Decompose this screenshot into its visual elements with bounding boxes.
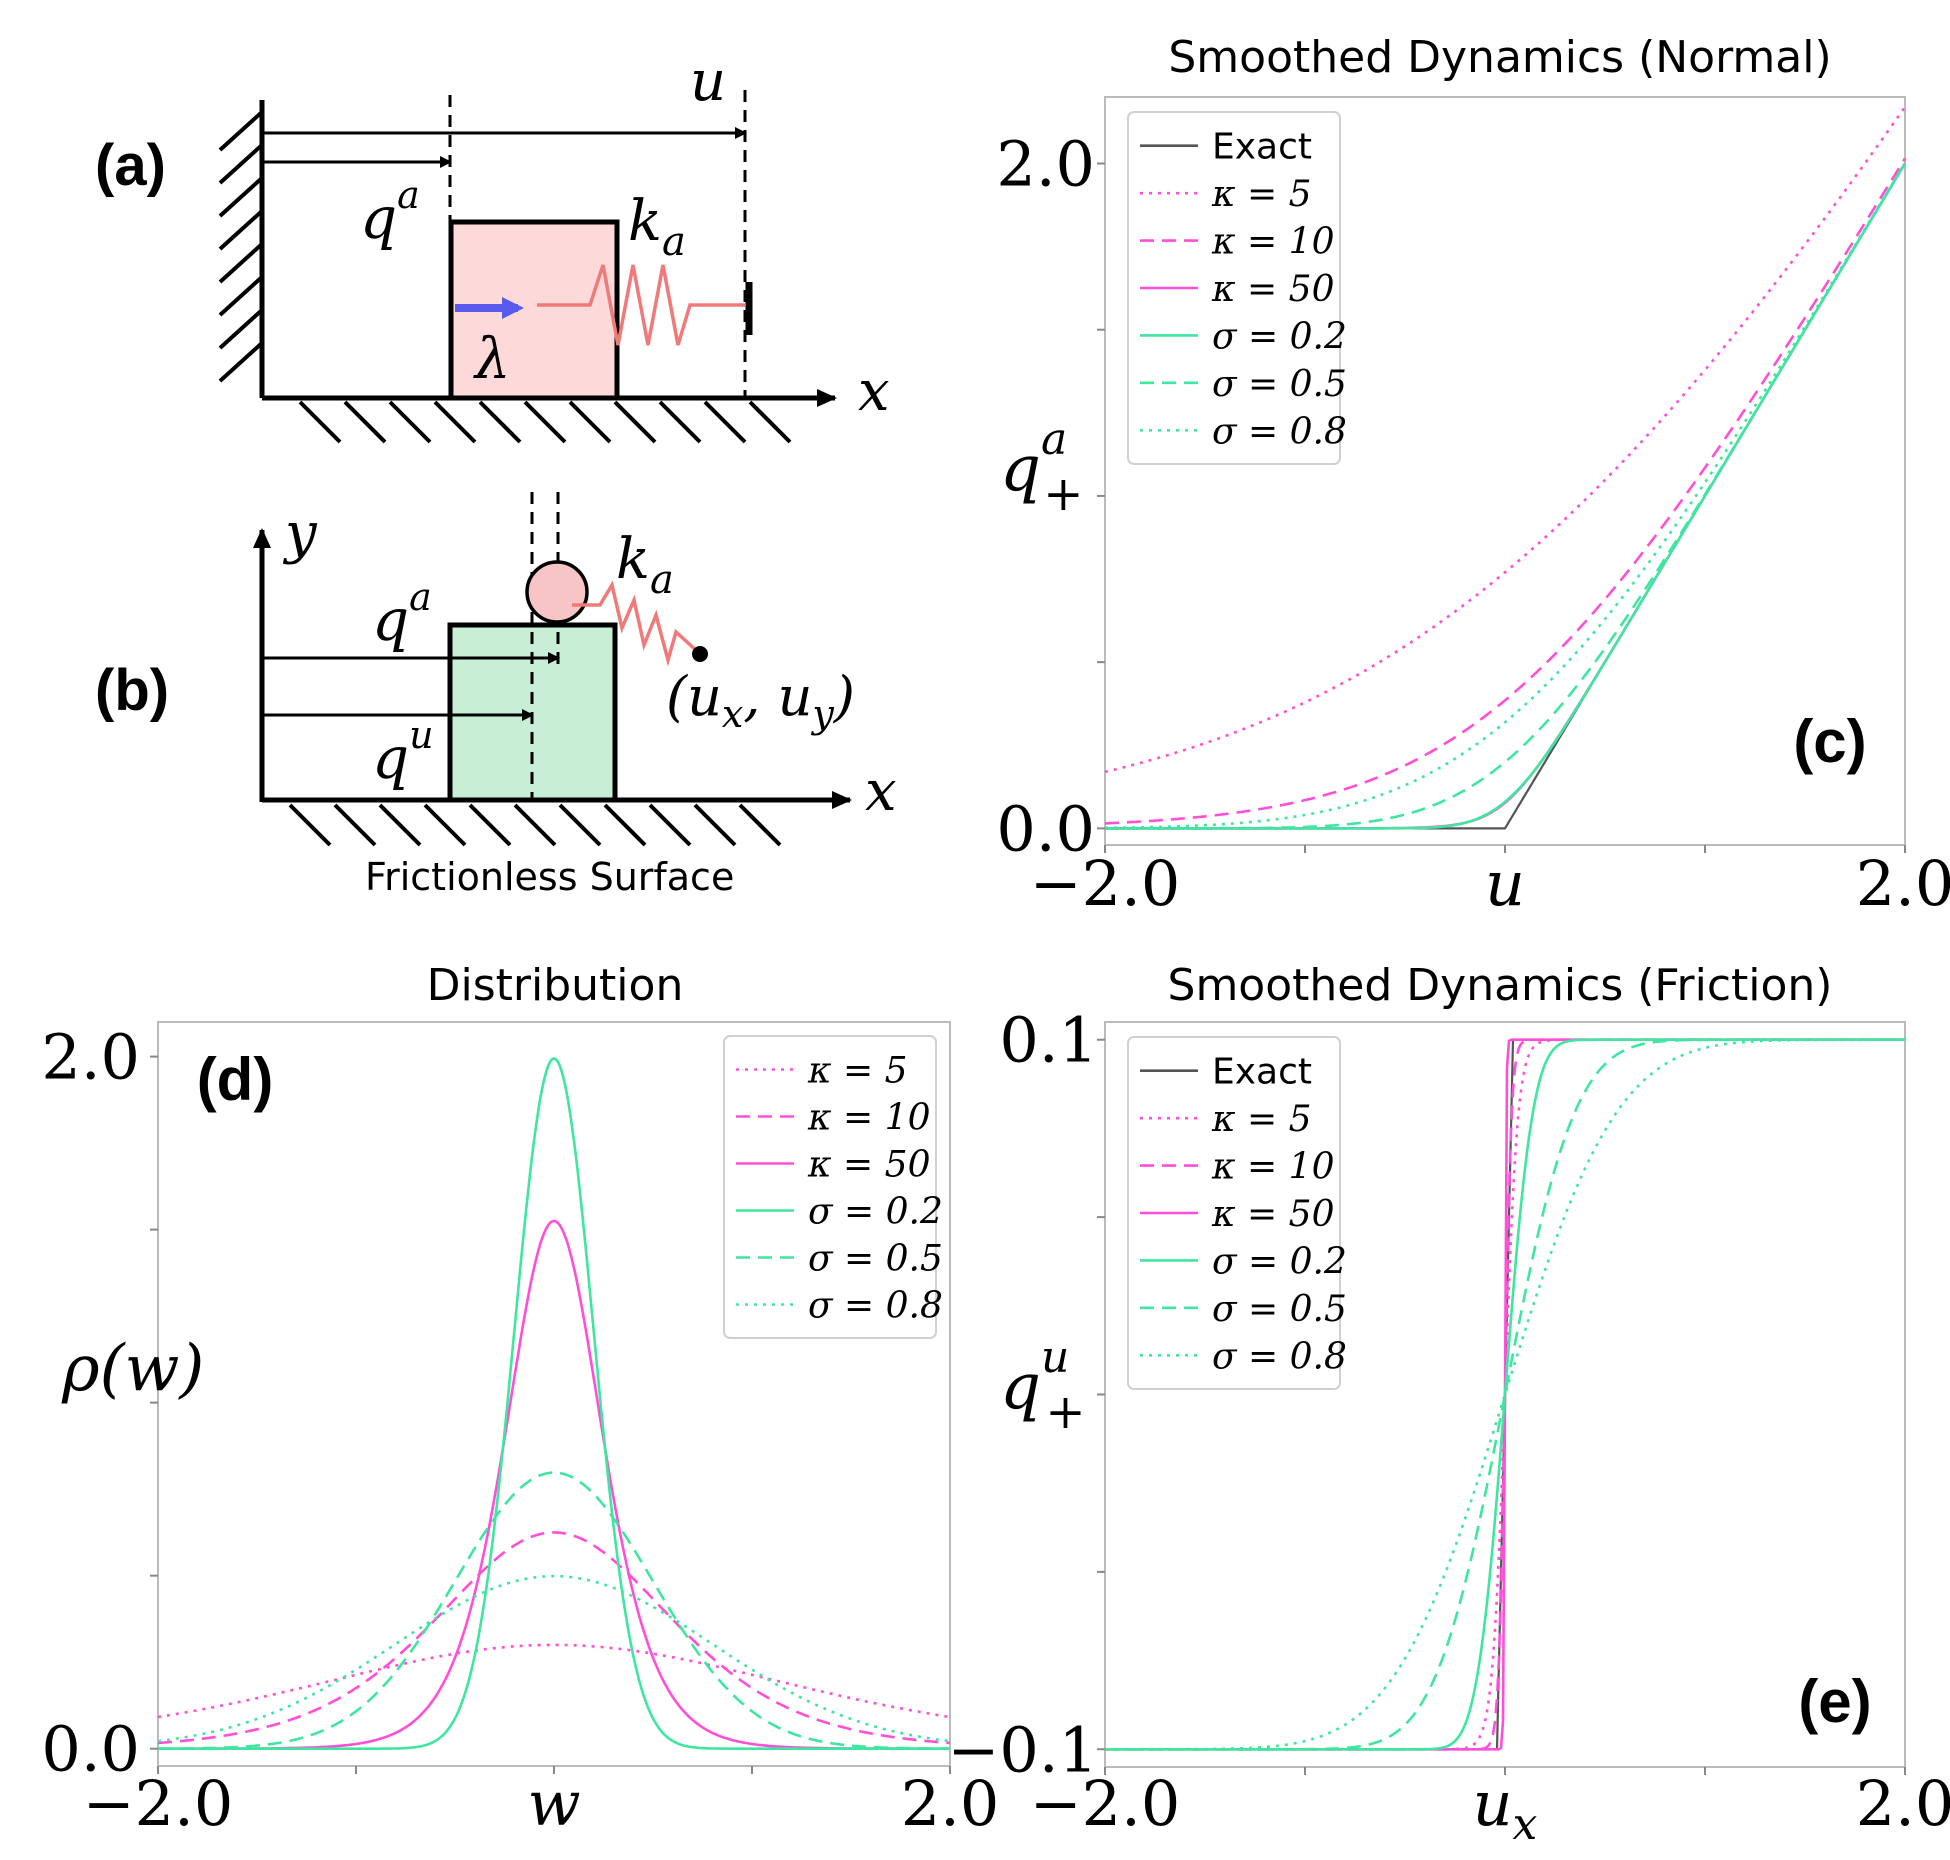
chart-d-legend-label: σ = 0.8 — [808, 1286, 943, 1327]
svg-text:ka: ka — [628, 189, 686, 265]
panel-a-qa-label: q — [360, 184, 397, 252]
chart-e-series-6 — [1105, 1038, 1905, 1751]
chart-c-legend-label: σ = 0.5 — [1212, 364, 1347, 405]
svg-text:qu: qu — [372, 713, 434, 792]
chart-e: Smoothed Dynamics (Friction) −2.0 2.0 −0.1 0… — [947, 960, 1950, 1850]
chart-e-legend-label: κ = 5 — [1211, 1099, 1312, 1140]
chart-d-xlabel: w — [527, 1767, 580, 1840]
chart-c-legend — [1127, 111, 1341, 465]
chart-e-legend-label: κ = 10 — [1211, 1147, 1334, 1188]
panel-a: (a) x u qa λ — [95, 49, 890, 444]
panel-b-point-ysub: y — [810, 692, 834, 736]
chart-c: Smoothed Dynamics (Normal) −2.0 2.0 0.0 2.0 u… — [996, 32, 1950, 920]
panel-a-label: (a) — [95, 133, 166, 198]
chart-e-xlabel: ux — [1473, 1767, 1538, 1850]
panel-a-wall-hatch — [218, 110, 264, 383]
panel-b-point-xsub: x — [722, 692, 743, 736]
panel-b-label: (b) — [95, 658, 169, 723]
panel-a-k-sub: a — [662, 219, 686, 265]
svg-text:qa: qa — [372, 575, 432, 654]
panel-b-qu-sup: u — [409, 713, 433, 757]
panel-b-qu-label: q — [372, 724, 409, 792]
chart-c-title: Smoothed Dynamics (Normal) — [1168, 32, 1831, 83]
chart-e-legend-label: σ = 0.8 — [1212, 1336, 1347, 1377]
chart-c-ytick-label: 2.0 — [996, 127, 1095, 200]
panel-b-point-close: ) — [833, 665, 855, 728]
panel-b-surface-label: Frictionless Surface — [365, 855, 734, 899]
chart-e-legend-label: κ = 50 — [1211, 1194, 1334, 1235]
chart-e-ytick-label: 0.1 — [999, 1004, 1098, 1077]
chart-e-xtick-label: −2.0 — [1030, 1767, 1181, 1840]
panel-a-floor-hatch — [298, 400, 792, 444]
chart-c-legend-label: κ = 10 — [1211, 222, 1334, 263]
panel-a-lambda-label: λ — [473, 327, 511, 392]
chart-d-series-5 — [157, 1574, 951, 1743]
chart-d-series-3 — [158, 1056, 950, 1750]
chart-d-legend-label: κ = 10 — [807, 1098, 930, 1139]
panel-b-point-open: (u — [666, 665, 722, 728]
panel-b-qa-sup: a — [409, 575, 432, 619]
panel-b-x-label: x — [865, 759, 897, 824]
chart-c-legend-label: κ = 5 — [1211, 174, 1312, 215]
chart-d-xtick-label: −2.0 — [83, 1767, 234, 1840]
chart-e-xtick-label: 2.0 — [1856, 1767, 1950, 1840]
chart-e-legend-label: σ = 0.2 — [1212, 1241, 1347, 1282]
chart-d-ytick-label: 2.0 — [41, 1021, 140, 1094]
chart-d-legend-label: σ = 0.5 — [808, 1239, 943, 1280]
chart-c-series-1 — [1104, 106, 1907, 774]
panel-b-point-comma: , u — [743, 665, 812, 728]
panel-a-u-label: u — [690, 49, 726, 114]
chart-d-series-1 — [157, 1531, 951, 1745]
chart-e-legend — [1127, 1036, 1341, 1390]
panel-b-k-label: k — [616, 527, 650, 592]
chart-c-series-2 — [1104, 157, 1907, 825]
chart-e-legend-label: σ = 0.5 — [1212, 1289, 1347, 1330]
panel-b-y-label: y — [282, 501, 318, 566]
chart-d-xtick-label: 2.0 — [901, 1767, 1000, 1840]
chart-c-series-5 — [1105, 162, 1907, 830]
panel-a-qa-sup: a — [397, 173, 420, 217]
panel-a-x-label: x — [858, 359, 890, 424]
chart-d-legend-label: κ = 50 — [807, 1145, 930, 1186]
svg-text:qa: qa — [360, 173, 420, 252]
panel-b-spring — [572, 580, 700, 667]
chart-c-panel-label: (c) — [1793, 708, 1866, 775]
chart-e-panel-label: (e) — [1798, 1668, 1871, 1735]
chart-e-ylabel: qu + — [1000, 1332, 1086, 1440]
panel-a-spring — [537, 264, 745, 346]
chart-d-ylabel: ρ(w) — [61, 1332, 204, 1406]
chart-c-xlabel: u — [1485, 847, 1525, 920]
chart-d-legend — [723, 1035, 937, 1339]
chart-d: Distribution −2.0 2.0 0.0 2.0 w ρ(w) κ = 5 κ = 1… — [41, 960, 999, 1840]
panel-b-ball — [525, 560, 589, 624]
chart-d-legend-label: σ = 0.2 — [808, 1192, 943, 1233]
panel-b-qa-label: q — [372, 586, 409, 654]
chart-c-legend-label: σ = 0.2 — [1212, 316, 1347, 357]
chart-c-ytick-label: 0.0 — [996, 792, 1095, 865]
panel-b-floor-hatch — [288, 803, 782, 847]
chart-e-legend-label: Exact — [1212, 1052, 1312, 1093]
chart-c-series-6 — [1105, 162, 1907, 830]
svg-text:(ux, uy): (ux, uy) — [666, 665, 855, 736]
chart-d-legend-label: κ = 5 — [807, 1051, 908, 1092]
chart-e-ytick-label: −0.1 — [947, 1713, 1098, 1786]
chart-d-panel-label: (d) — [197, 1046, 274, 1113]
chart-e-title: Smoothed Dynamics (Friction) — [1168, 960, 1833, 1011]
panel-b-k-sub: a — [650, 557, 674, 603]
chart-c-legend-label: Exact — [1212, 127, 1312, 168]
panel-a-k-label: k — [628, 189, 662, 254]
panel-b: (b) y x Frictionless Surface ka (ux, uy)… — [95, 492, 897, 899]
panel-b-control-point — [692, 646, 708, 662]
chart-d-series-4 — [158, 1471, 950, 1750]
svg-text:ka: ka — [616, 527, 674, 603]
chart-d-title: Distribution — [427, 960, 684, 1011]
chart-d-ytick-label: 0.0 — [41, 1713, 140, 1786]
chart-c-ylabel: qa + — [1000, 414, 1083, 522]
chart-c-legend-label: σ = 0.8 — [1212, 411, 1347, 452]
chart-c-xtick-label: 2.0 — [1856, 847, 1950, 920]
chart-c-xtick-label: −2.0 — [1030, 847, 1181, 920]
chart-d-series-0 — [157, 1643, 951, 1719]
chart-c-legend-label: κ = 50 — [1211, 269, 1334, 310]
